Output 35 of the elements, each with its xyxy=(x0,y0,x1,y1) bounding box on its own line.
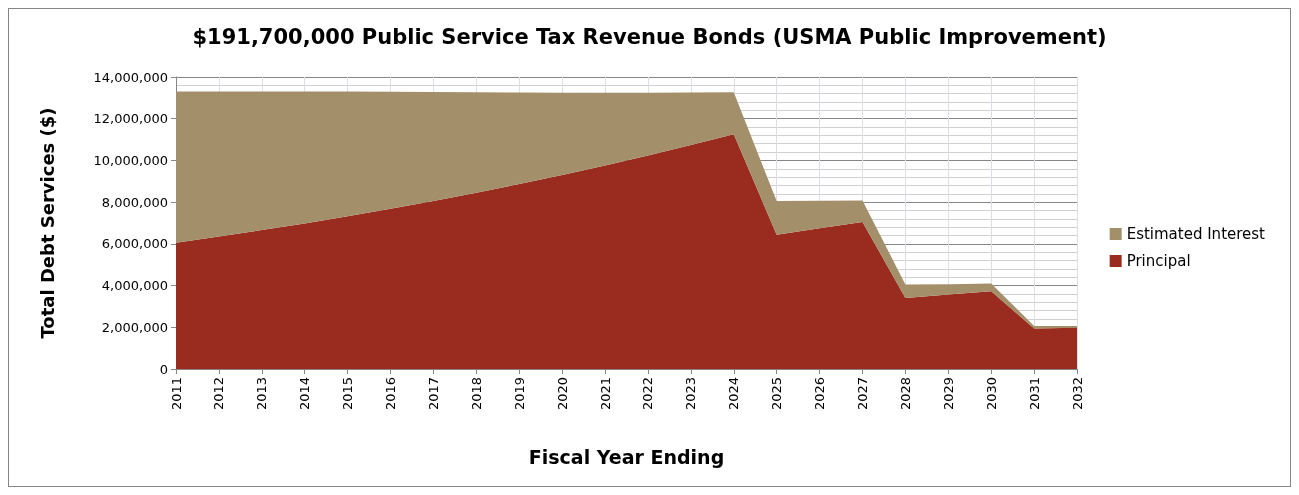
x-tick-label: 2023 xyxy=(683,377,699,411)
y-tick-label: 4,000,000 xyxy=(101,278,168,294)
x-tick-label: 2016 xyxy=(383,377,399,411)
legend-label: Estimated Interest xyxy=(1126,225,1266,243)
chart-title: $191,700,000 Public Service Tax Revenue Bonds (USMA Public Improvement) xyxy=(192,24,1107,49)
x-tick-label: 2019 xyxy=(511,377,527,411)
legend-label: Principal xyxy=(1126,252,1191,270)
y-tick-label: 12,000,000 xyxy=(93,111,168,127)
x-tick-label: 2015 xyxy=(340,377,356,411)
y-axis-title: Total Debt Services ($) xyxy=(36,107,58,339)
x-tick-label: 2026 xyxy=(812,377,828,411)
y-tick-label: 6,000,000 xyxy=(101,236,168,252)
x-tick-label: 2017 xyxy=(425,377,441,411)
y-tick-label: 0 xyxy=(159,361,168,377)
x-tick-label: 2021 xyxy=(597,377,613,411)
x-tick-label: 2013 xyxy=(254,377,270,411)
x-tick-label: 2024 xyxy=(726,377,742,411)
x-tick-label: 2014 xyxy=(297,377,313,411)
x-tick-label: 2030 xyxy=(983,377,999,411)
y-tick-label: 8,000,000 xyxy=(101,194,168,210)
x-axis-title: Fiscal Year Ending xyxy=(528,445,725,468)
y-tick-label: 2,000,000 xyxy=(101,319,168,335)
x-tick-label: 2027 xyxy=(854,377,870,411)
x-tick-label: 2029 xyxy=(940,377,956,411)
x-tick-label: 2011 xyxy=(168,377,184,411)
x-tick-label: 2012 xyxy=(211,377,227,411)
x-tick-label: 2031 xyxy=(1026,377,1042,411)
x-tick-label: 2020 xyxy=(554,377,570,411)
y-tick-label: 10,000,000 xyxy=(93,152,168,168)
y-tick-label: 14,000,000 xyxy=(93,69,168,85)
x-tick-label: 2028 xyxy=(897,377,913,411)
x-tick-label: 2018 xyxy=(468,377,484,411)
x-tick-label: 2032 xyxy=(1069,377,1085,411)
x-tick-label: 2022 xyxy=(640,377,656,411)
x-tick-label: 2025 xyxy=(769,377,785,411)
